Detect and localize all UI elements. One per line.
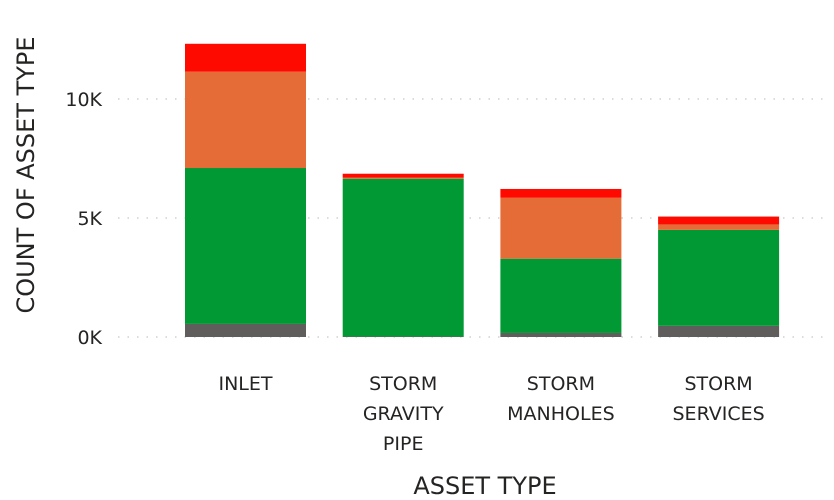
x-tick-label: INLET bbox=[218, 373, 272, 395]
x-tick-label: STORM GRAVITY PIPE bbox=[363, 373, 444, 455]
bar-segment bbox=[342, 178, 464, 337]
bar-segment bbox=[658, 325, 780, 337]
bar-stack bbox=[658, 216, 780, 337]
y-axis-ticks: 0K 5K 10K bbox=[65, 89, 102, 349]
y-tick-label: 0K bbox=[77, 327, 102, 349]
bar-segment bbox=[500, 197, 622, 259]
bar-segment bbox=[500, 188, 622, 198]
y-tick-label: 5K bbox=[77, 208, 102, 230]
bars bbox=[185, 43, 780, 337]
y-tick-label: 10K bbox=[65, 89, 102, 111]
bar-segment bbox=[342, 177, 464, 179]
x-tick-label: STORM MANHOLES bbox=[507, 373, 615, 425]
bar-segment bbox=[658, 216, 780, 225]
x-tick-label: STORM SERVICES bbox=[673, 373, 765, 425]
bar-segment bbox=[185, 168, 306, 324]
bar-segment bbox=[658, 229, 780, 326]
bar-segment bbox=[500, 332, 622, 337]
bar-segment bbox=[658, 224, 780, 230]
bar-segment bbox=[185, 43, 306, 72]
y-axis-title: COUNT OF ASSET TYPE bbox=[12, 36, 40, 313]
bar-stack bbox=[500, 188, 622, 337]
x-axis-title: ASSET TYPE bbox=[413, 472, 556, 500]
bar-stack bbox=[342, 173, 464, 337]
bar-segment bbox=[500, 258, 622, 333]
bar-segment bbox=[342, 173, 464, 178]
bar-stack bbox=[185, 43, 306, 337]
x-axis-categories: INLET STORM GRAVITY PIPE STORM MANHOLES STORM S… bbox=[218, 373, 764, 455]
bar-segment bbox=[185, 323, 306, 337]
bar-segment bbox=[185, 71, 306, 169]
